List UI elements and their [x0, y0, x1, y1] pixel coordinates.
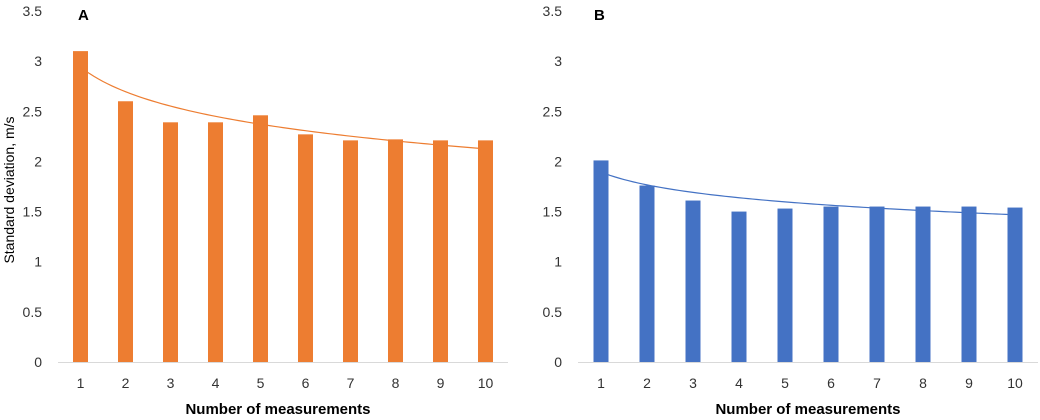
panel-b-x-tick-label: 2 [643, 375, 651, 391]
panel-a-x-tick-label: 9 [437, 375, 445, 391]
y-axis-label: Standard deviation, m/s [1, 116, 17, 263]
panel-b-x-tick-label: 3 [689, 375, 697, 391]
panel-a-x-tick-label: 8 [392, 375, 400, 391]
panel-a-bar [118, 101, 133, 362]
panel-b-plot: 0 0.5 1 1.5 2 2.5 3 3.5 1 2 3 4 5 6 7 8 9 10 [543, 3, 1038, 391]
panel-a-x-tick-label: 5 [257, 375, 265, 391]
panel-a-y-tick-label: 3.5 [23, 3, 43, 19]
panel-a-y-tick-label: 2.5 [23, 103, 43, 119]
panel-a-y-tick-label: 3 [34, 53, 42, 69]
panel-a-y-tick-label: 1.5 [23, 204, 43, 220]
panel-b-x-tick-label: 8 [919, 375, 927, 391]
panel-b-y-tick-label: 2 [554, 153, 562, 169]
panel-a-trendline [80, 66, 486, 150]
panel-b-bar [961, 206, 977, 362]
panel-a-y-tick-label: 2 [34, 153, 42, 169]
panel-b-x-tick-label: 9 [965, 375, 973, 391]
panel-a-x-axis-label: Number of measurements [185, 401, 370, 418]
panel-b-x-tick-label: 10 [1007, 375, 1023, 391]
panel-a-x-tick-label: 7 [347, 375, 355, 391]
panel-a-bar [433, 140, 448, 362]
panel-b-y-tick-label: 1 [554, 254, 562, 270]
panel-b-bar [685, 200, 701, 362]
panel-b-x-tick-label: 7 [873, 375, 881, 391]
panel-b-y-tick-label: 2.5 [543, 103, 563, 119]
panel-b-bar [593, 160, 609, 362]
panel-b-label: B [594, 7, 605, 24]
panel-a-bar [208, 122, 223, 363]
panel-a-x-tick-label: 2 [122, 375, 130, 391]
panel-a-label: A [78, 7, 89, 24]
panel-a-bar [478, 140, 493, 362]
panel-b-x-axis-label: Number of measurements [715, 401, 900, 418]
panel-a-y-tick-label: 0.5 [23, 304, 43, 320]
panel-b-y-tick-label: 0.5 [543, 304, 563, 320]
panel-b-bar [777, 208, 793, 362]
panel-a-bar [253, 115, 268, 362]
panel-a-x-tick-label: 6 [302, 375, 310, 391]
panel-b-y-tick-label: 0 [554, 354, 562, 370]
panel-a-plot: 0 0.5 1 1.5 2 2.5 3 3.5 1 2 3 4 5 6 7 8 9 10 [23, 3, 508, 391]
panel-a-bar [73, 51, 88, 362]
panel-b-y-tick-label: 3 [554, 53, 562, 69]
panel-a-bar [298, 134, 313, 362]
panel-a-x-tick-label: 4 [212, 375, 220, 391]
panel-b-bar [639, 185, 655, 362]
panel-a-x-tick-label: 1 [77, 375, 85, 391]
panel-b-x-tick-label: 6 [827, 375, 835, 391]
panel-b-trendline [600, 171, 1016, 216]
panel-a-y-tick-label: 0 [34, 354, 42, 370]
panel-a-bar [163, 122, 178, 363]
panel-b-y-tick-label: 1.5 [543, 204, 563, 220]
panel-a-x-tick-label: 10 [478, 375, 494, 391]
panel-b-x-tick-label: 1 [597, 375, 605, 391]
panel-a-y-tick-label: 1 [34, 254, 42, 270]
panel-a-x-tick-label: 3 [167, 375, 175, 391]
panel-b-bar [869, 206, 885, 362]
panel-b-bar [915, 206, 931, 362]
panel-b-x-tick-label: 4 [735, 375, 743, 391]
panel-a-bar [343, 140, 358, 362]
panel-b-bar [731, 211, 747, 362]
panel-b-x-tick-label: 5 [781, 375, 789, 391]
panel-b-bar [1007, 207, 1023, 362]
panel-b-y-tick-label: 3.5 [543, 3, 563, 19]
panel-b-bar [823, 206, 839, 362]
panel-a-bar [388, 139, 403, 362]
